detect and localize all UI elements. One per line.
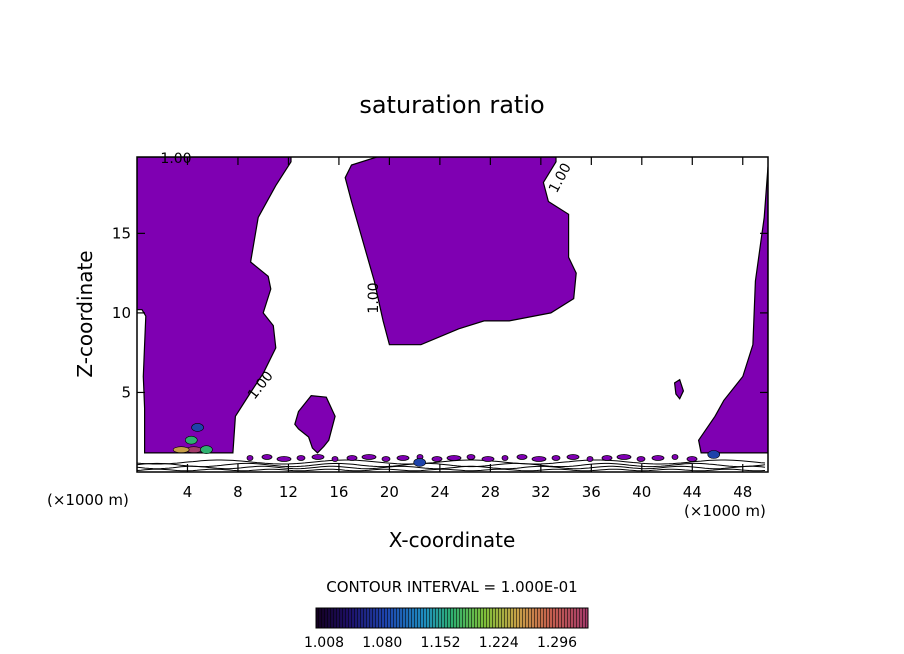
surface-speckle [501,455,509,461]
surface-speckle [551,455,561,461]
surface-speckle [331,456,339,462]
surface-contour-line [137,459,766,465]
region-top-middle [344,157,577,346]
surface-speckle [651,455,665,461]
hot-spot [200,445,213,455]
y-tick-label: 10 [112,304,131,322]
x-axis: 4 8 12 16 20 24 28 32 36 40 44 48 [183,157,752,501]
surface-speckle [276,456,292,462]
surface-speckle [446,455,462,461]
x-tick-label: 20 [380,483,399,501]
colorbar-tick-label: 1.152 [420,635,460,651]
filled-regions [137,157,768,454]
colorbar-stripes [316,608,588,628]
y-tick-label: 5 [121,383,131,401]
surface-contours [137,454,766,472]
colorbar-tick-label: 1.224 [479,635,519,651]
surface-contour-line [137,465,766,470]
x-tick-label: 40 [632,483,651,501]
y-tick-label: 15 [112,224,131,242]
y-axis: 5 10 15 [112,224,768,401]
region-blob-14 [294,394,336,454]
plot-frame [136,156,769,473]
y-axis-label: Z-coordinate [73,250,97,377]
hot-spot [707,450,721,459]
hot-spot [172,446,190,454]
surface-contour-line [137,468,766,472]
x-tick-label: 8 [233,483,243,501]
region-blob-43 [673,378,685,400]
x-tick-label: 48 [733,483,752,501]
x-tick-label: 16 [329,483,348,501]
x-tick-label: 24 [430,483,449,501]
colorbar-tick-label: 1.008 [304,635,344,651]
surface-speckle [516,454,528,460]
hot-spot [191,423,204,432]
surface-speckle [531,456,547,462]
x-tick-label: 32 [531,483,550,501]
chart-title: saturation ratio [359,91,544,119]
surface-speckle [311,454,325,460]
surface-speckle [466,454,476,460]
hot-spots [172,423,721,467]
contour-label: 1.00 [160,151,191,167]
surface-speckle [616,454,632,460]
x-axis-label: X-coordinate [389,528,516,552]
contour-interval-text: CONTOUR INTERVAL = 1.000E-01 [326,578,577,596]
hot-spot [184,435,198,445]
colorbar-frame [315,607,589,629]
surface-speckle [636,456,646,462]
x-unit-label-left: (×1000 m) [47,491,129,509]
x-tick-label: 44 [683,483,702,501]
surface-speckle [246,455,254,461]
surface-speckle [346,455,358,461]
surface-speckle [686,456,698,462]
surface-speckle [586,456,594,462]
surface-speckle [431,456,443,462]
surface-speckle [481,456,495,462]
region-left-tall [137,157,292,454]
colorbar-tick-label: 1.296 [537,635,577,651]
surface-speckle [261,454,273,460]
x-tick-label: 4 [183,483,193,501]
hot-spot [413,458,426,467]
x-tick-label: 28 [481,483,500,501]
surface-speckle [361,454,377,460]
x-tick-label: 36 [582,483,601,501]
surface-speckle [296,455,306,461]
surface-speckle [671,454,679,460]
colorbar: 1.008 1.080 1.152 1.224 1.296 [304,607,589,651]
x-unit-label-right: (×1000 m) [684,502,766,520]
surface-contour-line [137,462,766,468]
surface-speckle [601,455,613,461]
colorbar-tick-labels: 1.008 1.080 1.152 1.224 1.296 [304,635,577,651]
colorbar-tick-label: 1.080 [362,635,402,651]
surface-speckle [381,456,391,462]
contour-label: 1.00 [366,282,382,313]
surface-speckle [396,455,410,461]
surface-speckle [566,454,580,460]
region-right-edge [697,166,768,454]
x-tick-label: 12 [279,483,298,501]
